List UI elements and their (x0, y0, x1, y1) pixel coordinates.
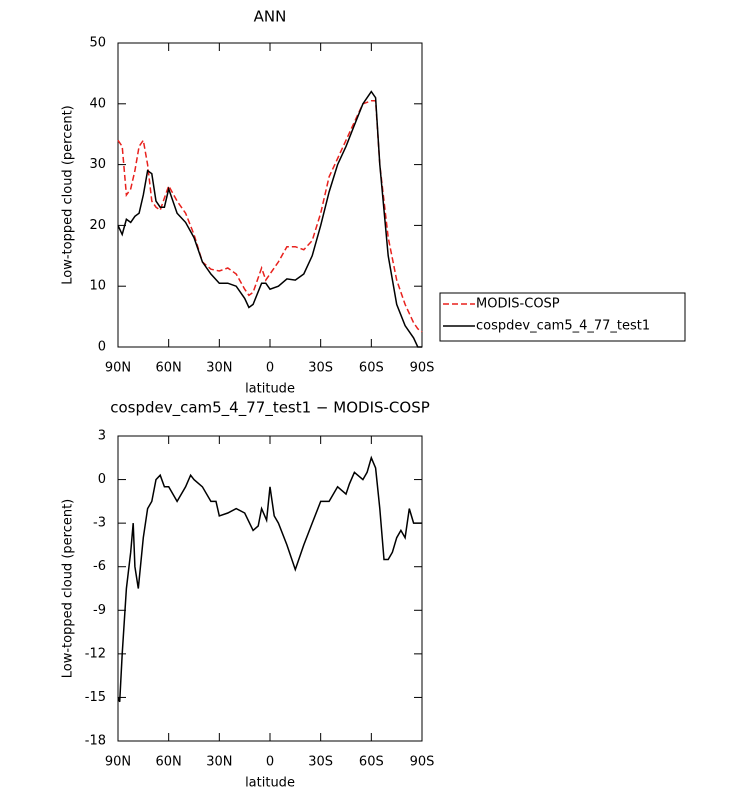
y-tick-label: 0 (98, 472, 106, 487)
chart-title: cospdev_cam5_4_77_test1 − MODIS-COSP (110, 399, 430, 418)
y-tick-label: 3 (98, 429, 106, 444)
y-tick-label: 30 (89, 157, 106, 172)
y-tick-label: -3 (93, 516, 106, 531)
x-tick-label: 90N (105, 361, 131, 376)
x-tick-label: 30S (308, 361, 333, 376)
x-tick-label: 30N (206, 755, 232, 770)
x-tick-label: 60S (359, 361, 384, 376)
y-tick-label: -15 (85, 690, 106, 705)
x-tick-label: 90N (105, 755, 131, 770)
x-axis-label: latitude (245, 382, 295, 397)
x-tick-label: 0 (266, 755, 274, 770)
y-tick-label: -18 (85, 734, 106, 749)
x-tick-label: 60S (359, 755, 384, 770)
x-tick-label: 60N (156, 361, 182, 376)
y-tick-label: 50 (89, 36, 106, 51)
x-tick-label: 60N (156, 755, 182, 770)
y-tick-label: 20 (89, 218, 106, 233)
x-tick-label: 90S (410, 755, 435, 770)
y-tick-label: 40 (89, 96, 106, 111)
data-line (117, 90, 422, 348)
y-tick-label: -6 (93, 559, 106, 574)
plot-frame (117, 42, 423, 348)
y-tick-label: 10 (89, 279, 106, 294)
chart-title: ANN (254, 8, 287, 26)
data-line (117, 455, 422, 703)
x-tick-label: 0 (266, 361, 274, 376)
legend-label: MODIS-COSP (476, 297, 560, 312)
y-tick-label: -12 (85, 646, 106, 661)
x-tick-label: 30N (206, 361, 232, 376)
y-tick-label: 0 (98, 340, 106, 355)
legend-frame (439, 292, 686, 342)
data-line (117, 100, 423, 333)
x-tick-label: 30S (308, 755, 333, 770)
x-tick-label: 90S (410, 361, 435, 376)
y-tick-label: -9 (93, 603, 106, 618)
y-axis-label: Low-topped cloud (percent) (61, 105, 76, 285)
legend-label: cospdev_cam5_4_77_test1 (476, 319, 650, 334)
y-axis-label: Low-topped cloud (percent) (61, 499, 76, 679)
x-axis-label: latitude (245, 776, 295, 791)
